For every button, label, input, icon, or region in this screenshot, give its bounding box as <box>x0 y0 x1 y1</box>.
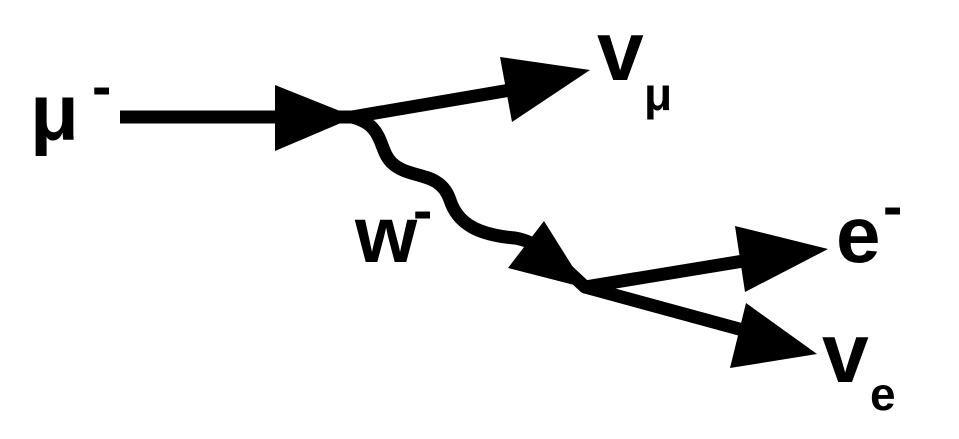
w-boson-symbol: w <box>354 190 418 279</box>
muon-neutrino-arrowhead <box>500 57 590 122</box>
muon-neutrino-symbol: v <box>597 4 644 98</box>
electron-arrowhead <box>735 226 828 292</box>
muon-symbol: μ <box>30 68 79 157</box>
muon-neutrino-label: vμ <box>597 4 672 120</box>
muon-arrowhead <box>275 85 355 151</box>
muon-neutrino-subscript: μ <box>644 68 672 120</box>
electron-charge: - <box>883 174 902 239</box>
electron-label: e- <box>836 174 902 279</box>
muon-charge: - <box>92 54 111 119</box>
electron-neutrino-arrowhead <box>730 303 817 368</box>
electron-neutrino-subscript: e <box>870 368 896 420</box>
electron-neutrino-symbol: v <box>822 306 869 400</box>
w-boson-arrowhead <box>508 221 586 288</box>
muon-label: μ- <box>30 54 111 157</box>
electron-neutrino-line <box>583 280 767 343</box>
electron-neutrino-label: ve <box>822 306 896 420</box>
w-boson-charge: - <box>413 178 432 243</box>
electron-symbol: e <box>836 190 881 279</box>
w-boson-label: w- <box>354 178 432 279</box>
